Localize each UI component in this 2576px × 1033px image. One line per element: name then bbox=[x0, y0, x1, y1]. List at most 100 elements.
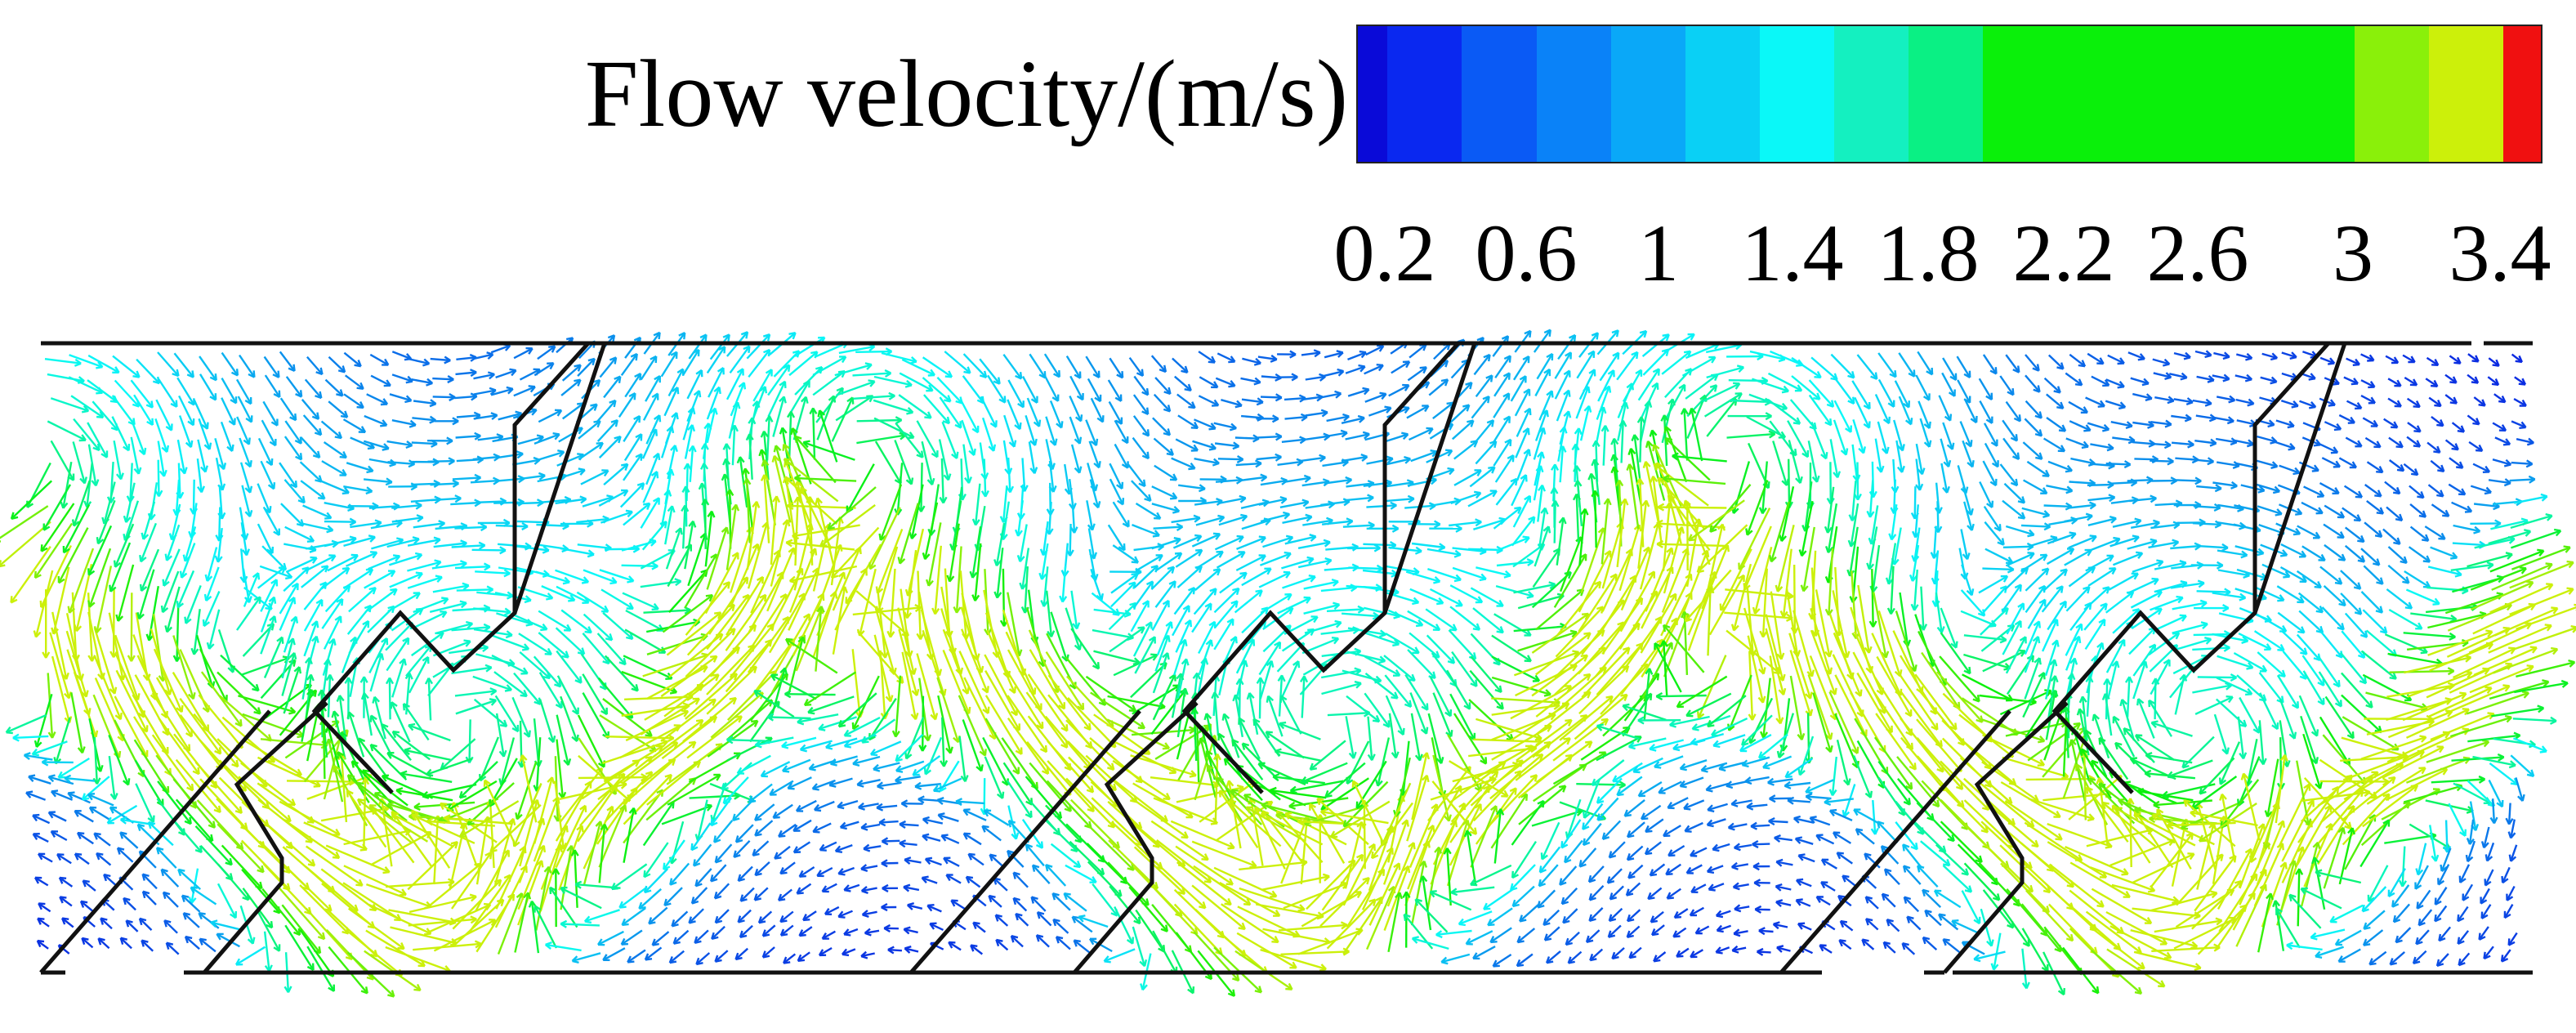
velocity-arrow bbox=[640, 497, 660, 529]
velocity-arrow bbox=[561, 364, 582, 382]
velocity-arrow bbox=[1342, 611, 1380, 620]
velocity-arrow bbox=[2395, 927, 2412, 944]
velocity-arrow bbox=[672, 929, 690, 945]
velocity-arrow bbox=[534, 432, 560, 445]
velocity-arrow bbox=[856, 779, 881, 788]
colorbar-band bbox=[1759, 26, 1834, 162]
colorbar-tick-label: 3.4 bbox=[2449, 208, 2551, 298]
velocity-arrow bbox=[2213, 351, 2230, 360]
velocity-arrow bbox=[172, 778, 217, 829]
velocity-arrow bbox=[1531, 612, 1590, 654]
velocity-arrow bbox=[2366, 461, 2384, 474]
velocity-arrow bbox=[279, 462, 297, 489]
velocity-arrow bbox=[748, 783, 773, 803]
velocity-arrow bbox=[582, 673, 608, 716]
velocity-arrow bbox=[1301, 762, 1348, 785]
velocity-arrow bbox=[2295, 868, 2304, 927]
velocity-arrow bbox=[495, 521, 529, 531]
velocity-arrow bbox=[1299, 675, 1309, 718]
velocity-arrow bbox=[53, 717, 71, 765]
velocity-arrow bbox=[1653, 951, 1667, 963]
velocity-arrow bbox=[886, 568, 896, 638]
velocity-arrow bbox=[560, 919, 600, 928]
velocity-arrow bbox=[713, 820, 734, 843]
velocity-arrow bbox=[1345, 716, 1357, 759]
velocity-arrow bbox=[874, 607, 897, 676]
velocity-arrow bbox=[825, 737, 858, 750]
velocity-arrow bbox=[199, 373, 217, 401]
velocity-arrow bbox=[1073, 939, 1092, 955]
velocity-arrow bbox=[583, 613, 614, 642]
velocity-arrow bbox=[1596, 723, 1640, 740]
velocity-arrow bbox=[686, 390, 702, 423]
velocity-arrow bbox=[1449, 584, 1484, 604]
velocity-arrow bbox=[154, 459, 163, 498]
velocity-arrow bbox=[2467, 731, 2521, 743]
velocity-arrow bbox=[2324, 421, 2342, 432]
velocity-arrow bbox=[555, 627, 586, 655]
velocity-arrow bbox=[346, 789, 387, 848]
velocity-arrow bbox=[1277, 458, 1304, 467]
velocity-arrow bbox=[664, 505, 676, 545]
velocity-arrow bbox=[2428, 396, 2442, 408]
velocity-arrow bbox=[2021, 948, 2030, 990]
velocity-arrow bbox=[1919, 418, 1932, 448]
velocity-arrow bbox=[300, 480, 326, 500]
velocity-arrow bbox=[688, 333, 708, 360]
velocity-arrow bbox=[2473, 396, 2486, 407]
velocity-arrow bbox=[1010, 935, 1024, 948]
velocity-arrow bbox=[2346, 357, 2360, 366]
velocity-arrow bbox=[1492, 335, 1510, 357]
velocity-arrow bbox=[1903, 896, 1920, 913]
velocity-arrow bbox=[411, 378, 434, 387]
velocity-arrow bbox=[1979, 481, 1994, 508]
velocity-arrow bbox=[443, 814, 513, 825]
velocity-arrow bbox=[1588, 907, 1604, 922]
velocity-arrow bbox=[1842, 874, 1857, 888]
velocity-arrow bbox=[2151, 943, 2221, 952]
velocity-arrow bbox=[898, 394, 932, 419]
velocity-arrow bbox=[511, 696, 531, 738]
velocity-arrow bbox=[475, 816, 492, 885]
velocity-arrow bbox=[2062, 946, 2100, 995]
velocity-arrow bbox=[1829, 439, 1842, 479]
velocity-arrow bbox=[1109, 463, 1124, 490]
velocity-arrow bbox=[668, 773, 721, 806]
velocity-arrow bbox=[1440, 953, 1471, 965]
velocity-arrow bbox=[2197, 904, 2248, 955]
velocity-arrow bbox=[714, 909, 730, 924]
velocity-arrow bbox=[2319, 356, 2336, 365]
velocity-arrow bbox=[873, 634, 894, 703]
velocity-arrow bbox=[1112, 544, 1140, 564]
velocity-arrow bbox=[491, 654, 529, 675]
velocity-arrow bbox=[1483, 888, 1514, 910]
velocity-arrow bbox=[861, 910, 877, 918]
velocity-arrow bbox=[621, 907, 646, 927]
velocity-arrow bbox=[301, 657, 313, 700]
velocity-arrow bbox=[390, 701, 411, 743]
velocity-arrow bbox=[108, 734, 131, 786]
velocity-arrow bbox=[57, 527, 89, 584]
velocity-arrow bbox=[1489, 927, 1512, 944]
velocity-arrow bbox=[556, 714, 572, 767]
velocity-arrow bbox=[2286, 941, 2323, 951]
velocity-arrow bbox=[2468, 440, 2484, 452]
velocity-arrow bbox=[644, 946, 663, 961]
velocity-arrow bbox=[1623, 673, 1660, 722]
velocity-arrow bbox=[1960, 529, 1971, 561]
velocity-arrow bbox=[50, 440, 75, 481]
velocity-arrow bbox=[2360, 353, 2375, 362]
colorbar-band bbox=[1536, 26, 1611, 162]
velocity-arrow bbox=[2194, 350, 2212, 359]
velocity-arrow bbox=[1176, 565, 1203, 588]
velocity-arrow bbox=[411, 813, 475, 844]
velocity-arrow bbox=[262, 506, 280, 536]
velocity-arrow bbox=[1069, 396, 1083, 423]
velocity-arrow bbox=[151, 734, 194, 792]
velocity-arrow bbox=[788, 351, 819, 377]
velocity-arrow bbox=[452, 604, 491, 613]
velocity-arrow bbox=[1154, 464, 1178, 481]
velocity-arrow bbox=[1906, 915, 1922, 931]
velocity-arrow bbox=[1347, 387, 1370, 397]
velocity-arrow bbox=[387, 459, 416, 468]
